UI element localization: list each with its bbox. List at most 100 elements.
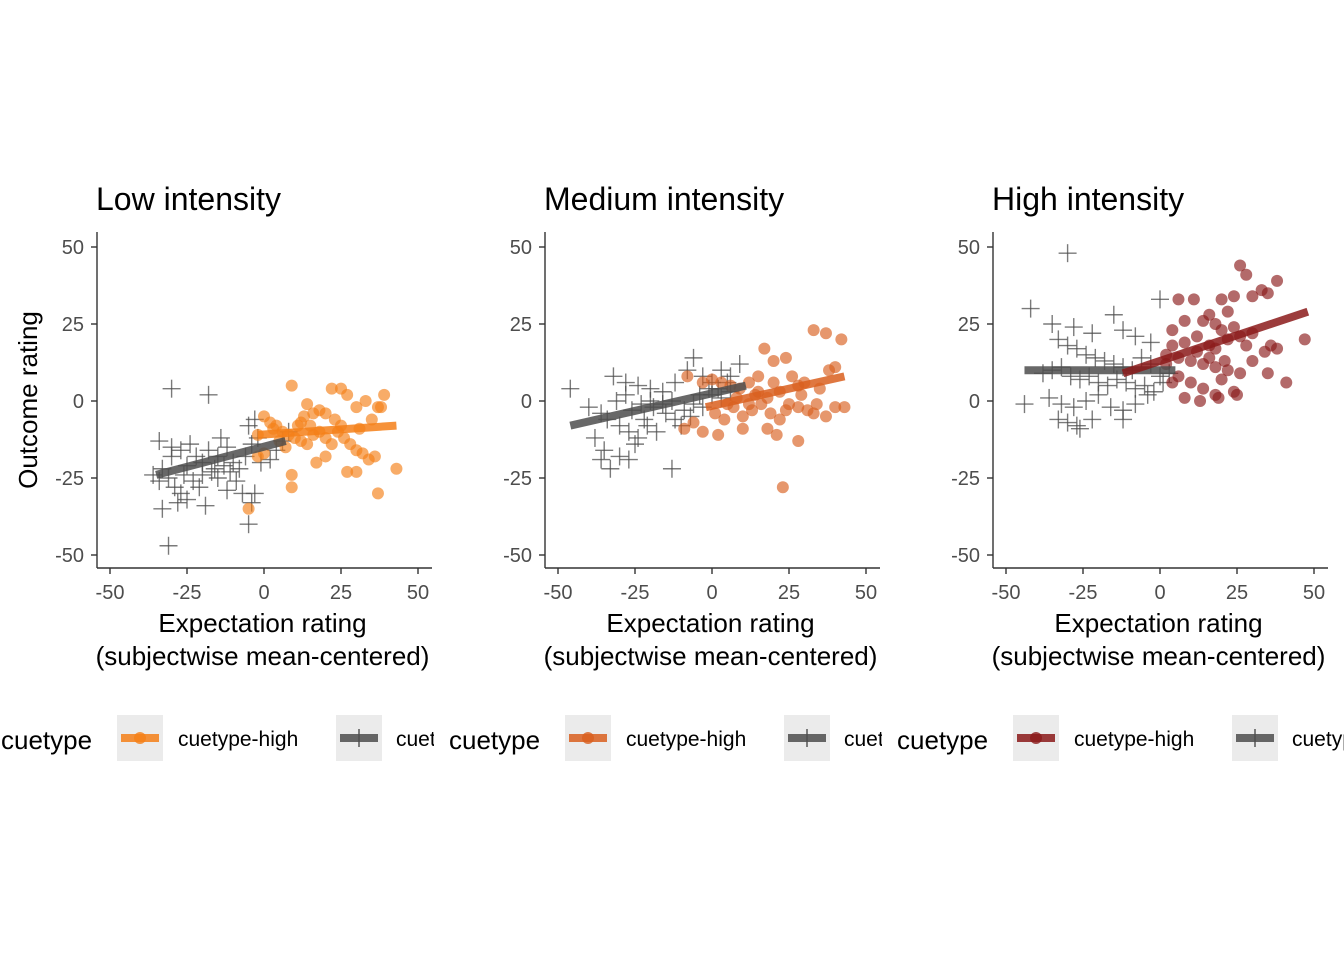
legend-key-cuetype-low (784, 715, 830, 761)
panel-title: High intensity (992, 181, 1184, 217)
legend-key-cuetype-low (1232, 715, 1278, 761)
data-point-cuetype-high (325, 438, 338, 451)
trend-line-cuetype-low (569, 381, 747, 430)
data-point-cuetype-high (1234, 367, 1247, 380)
data-point-cuetype-high (752, 370, 765, 383)
legend: cuetype cuetype-high cuetype-low (897, 715, 1344, 761)
data-point-cuetype-high (1203, 308, 1216, 321)
data-layer (144, 379, 403, 555)
x-tick-label: 0 (1154, 582, 1165, 604)
x-axis-title-line: (subjectwise mean-centered) (96, 641, 430, 671)
facet-panel-2: Medium intensity -50 -25 0 25 50 -50 -25 0 25 50 Ex… (449, 181, 882, 761)
data-point-cuetype-high (375, 401, 388, 414)
data-point-cuetype-low (1015, 395, 1034, 414)
x-tick-label: -25 (621, 582, 650, 604)
data-point-cuetype-low (1086, 348, 1105, 367)
data-point-cuetype-high (687, 416, 700, 429)
data-point-cuetype-low (221, 462, 240, 481)
legend: cuetype cuetype-high cuetype-low (449, 715, 882, 761)
data-point-cuetype-low (1070, 419, 1089, 438)
data-point-cuetype-high (285, 481, 298, 494)
legend-key-cuetype-low (336, 715, 382, 761)
data-point-cuetype-low (1083, 324, 1102, 343)
trend-line-cuetype-high (1121, 307, 1310, 378)
legend-label: cuetype-high (1074, 728, 1194, 751)
data-point-cuetype-low (1151, 290, 1169, 309)
y-tick-label: -25 (55, 468, 84, 490)
y-tick-label: -50 (55, 545, 84, 567)
data-point-cuetype-high (1221, 305, 1234, 318)
y-tick-label: -25 (503, 468, 532, 490)
data-point-cuetype-low (1058, 336, 1077, 355)
data-point-cuetype-high (341, 388, 354, 401)
data-point-cuetype-high (1271, 342, 1284, 355)
data-point-cuetype-high (776, 481, 789, 494)
data-point-cuetype-high (709, 407, 722, 420)
data-point-cuetype-high (242, 502, 255, 515)
data-point-cuetype-low (601, 459, 620, 478)
data-point-cuetype-high (1184, 354, 1197, 367)
y-tick-label: 25 (958, 314, 980, 336)
data-point-cuetype-low (595, 441, 614, 460)
data-point-cuetype-low (1089, 385, 1108, 404)
y-tick-label: 0 (73, 391, 84, 413)
data-point-cuetype-low (604, 367, 623, 386)
legend-label: cuetype-low (1292, 728, 1344, 751)
facet-panel-3: High intensity -50 -25 0 25 50 -50 -25 0 25 50 Expe… (897, 181, 1344, 761)
legend-title: cuetype (897, 725, 988, 755)
data-point-cuetype-high (810, 398, 823, 411)
data-point-cuetype-high (779, 404, 792, 417)
data-point-cuetype-high (1184, 376, 1197, 389)
y-tick-label: -50 (503, 545, 532, 567)
data-point-cuetype-high (1227, 321, 1240, 334)
x-axis-title-line: Expectation rating (158, 608, 366, 638)
data-point-cuetype-high (1258, 345, 1271, 358)
y-tick-label: 0 (521, 391, 532, 413)
data-point-cuetype-low (218, 481, 237, 500)
data-point-cuetype-high (773, 413, 786, 426)
data-point-cuetype-low (227, 472, 246, 491)
data-point-cuetype-high (1166, 339, 1179, 352)
data-layer (1015, 244, 1311, 438)
data-point-cuetype-high (1166, 324, 1179, 337)
data-point-cuetype-high (779, 351, 792, 364)
data-point-cuetype-low (1049, 410, 1068, 429)
data-point-cuetype-low (684, 348, 703, 367)
data-point-cuetype-high (770, 428, 783, 441)
legend-title: cuetype (1, 725, 92, 755)
panel-title: Medium intensity (544, 181, 784, 217)
data-point-cuetype-high (319, 450, 332, 463)
data-point-cuetype-low (1052, 395, 1071, 414)
data-point-cuetype-low (1064, 318, 1083, 337)
x-tick-label: -50 (992, 582, 1021, 604)
legend-key-cuetype-high (1013, 715, 1059, 761)
data-point-cuetype-high (736, 422, 749, 435)
data-point-cuetype-low (579, 398, 598, 417)
data-point-cuetype-high (712, 428, 725, 441)
data-point-cuetype-high (350, 465, 363, 478)
legend-label: cuetype-low (396, 728, 509, 751)
data-point-cuetype-high (325, 382, 338, 395)
legend-label: cuetype-high (178, 728, 298, 751)
data-point-cuetype-high (1203, 351, 1216, 364)
data-point-cuetype-high (371, 487, 384, 500)
data-point-cuetype-high (1178, 391, 1191, 404)
data-point-cuetype-low (211, 428, 230, 447)
data-point-cuetype-low (1138, 385, 1157, 404)
data-point-cuetype-high (1221, 364, 1234, 377)
data-point-cuetype-low (239, 515, 258, 534)
data-point-cuetype-high (1246, 290, 1259, 303)
data-point-cuetype-high (819, 327, 832, 340)
data-point-cuetype-high (696, 376, 709, 389)
data-point-cuetype-low (561, 379, 580, 398)
data-point-cuetype-low (1067, 339, 1086, 358)
data-point-cuetype-low (168, 493, 187, 512)
data-point-cuetype-high (378, 388, 391, 401)
data-point-cuetype-high (319, 407, 332, 420)
x-tick-label: 0 (706, 582, 717, 604)
data-point-cuetype-low (230, 459, 249, 478)
data-point-cuetype-low (159, 536, 178, 555)
data-point-cuetype-high (359, 395, 372, 407)
data-point-cuetype-high (767, 354, 780, 367)
panel-title: Low intensity (96, 181, 281, 217)
